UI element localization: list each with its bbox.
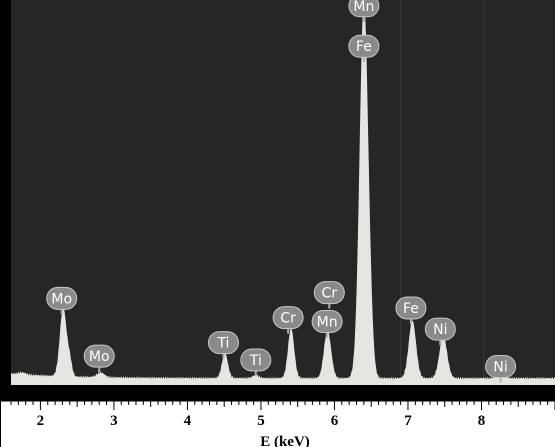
- x-axis: 2 3 4 5 6 7 8: [0, 399, 555, 447]
- peak-label-text: Mo: [89, 349, 110, 365]
- peak-label-mo: Mo: [46, 286, 78, 315]
- peak-label-badge: [395, 296, 427, 320]
- peak-label-badge: [348, 34, 380, 58]
- x-axis-title: E (keV): [260, 434, 310, 447]
- peak-label-fe: Fe: [348, 34, 380, 63]
- peak-label-badge: [46, 286, 78, 310]
- peak-label-badge: [348, 0, 380, 18]
- peak-label-fe: Fe: [395, 296, 427, 324]
- peak-label-badge: [313, 281, 345, 305]
- peak-label-text: Mo: [51, 291, 72, 307]
- x-tick-label: 7: [404, 413, 412, 429]
- peak-label-text: Ni: [433, 322, 447, 338]
- peak-label-text: Fe: [403, 301, 419, 317]
- peak-label-mo: Mo: [83, 344, 115, 373]
- spectrum-area: [11, 0, 555, 385]
- axis-background: [0, 400, 555, 447]
- x-tick-label: 3: [110, 413, 118, 429]
- x-tick-label: 5: [257, 413, 265, 429]
- peak-label-badge: [83, 344, 115, 368]
- peak-label-ti: Ti: [240, 348, 272, 376]
- peak-label-text: Ti: [216, 336, 229, 352]
- peak-label-cr: Cr: [272, 306, 304, 334]
- plot-area: [0, 0, 555, 400]
- x-tick-label: 8: [478, 413, 486, 429]
- peak-label-text: Cr: [280, 311, 296, 327]
- peak-labels: Mo Mo Ti Ti Cr Cr Mn Mn Fe Fe Ni Ni: [46, 0, 517, 383]
- peak-label-text: Fe: [356, 39, 372, 55]
- peak-label-mn: Mn: [311, 309, 343, 338]
- peak-label-ni: Ni: [424, 317, 456, 346]
- peak-label-badge: [207, 331, 239, 355]
- x-tick-label: 6: [331, 413, 339, 429]
- peak-label-badge: [272, 306, 304, 330]
- x-tick-label: 4: [184, 413, 192, 429]
- peak-label-text: Mn: [353, 0, 374, 15]
- peak-label-badge: [485, 355, 517, 379]
- peak-label-cr: Cr: [313, 281, 345, 309]
- peak-label-ni: Ni: [485, 355, 517, 383]
- peak-label-badge: [424, 317, 456, 341]
- peak-label-ti: Ti: [207, 331, 239, 359]
- peak-label-text: Cr: [322, 286, 338, 302]
- x-tick-label: 2: [37, 413, 45, 429]
- peak-label-badge: [311, 309, 343, 333]
- peak-label-badge: [240, 348, 272, 372]
- peak-label-text: Ti: [249, 353, 262, 369]
- spectrum: [11, 0, 555, 385]
- peak-label-mn: Mn: [348, 0, 380, 22]
- peak-label-text: Mn: [317, 314, 338, 330]
- peak-label-text: Ni: [493, 360, 507, 376]
